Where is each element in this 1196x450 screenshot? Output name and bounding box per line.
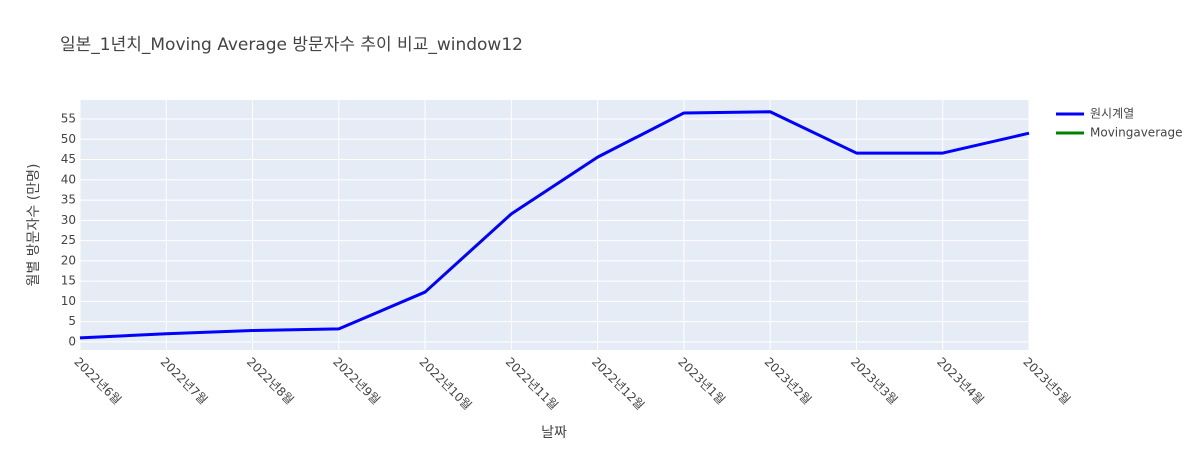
plot-area (80, 100, 1029, 350)
marks (79, 110, 1030, 340)
series-line (79, 110, 1030, 340)
y-tick-label: 40 (61, 172, 76, 186)
y-axis-title: 월별 방문자수 (만명) (26, 164, 42, 287)
chart-title: 일본_1년치_Moving Average 방문자수 추이 비교_window1… (60, 35, 523, 55)
y-tick-label: 15 (61, 274, 76, 288)
y-tick-label: 35 (61, 193, 76, 207)
y-tick-label: 25 (61, 233, 76, 247)
y-tick-label: 10 (61, 294, 76, 308)
legend: 원시계열 Movingaverage (1056, 107, 1182, 140)
y-tick-label: 50 (61, 132, 76, 146)
y-tick-label: 5 (68, 314, 76, 328)
y-tick-label: 55 (61, 112, 76, 126)
y-tick-label: 45 (61, 152, 76, 166)
legend-label: 원시계열 (1090, 107, 1134, 121)
x-axis-title: 날짜 (541, 425, 567, 441)
y-tick-label: 20 (61, 253, 76, 267)
y-tick-label: 30 (61, 213, 76, 227)
legend-label: Movingaverage (1090, 126, 1182, 140)
y-tick-label: 0 (68, 334, 76, 348)
